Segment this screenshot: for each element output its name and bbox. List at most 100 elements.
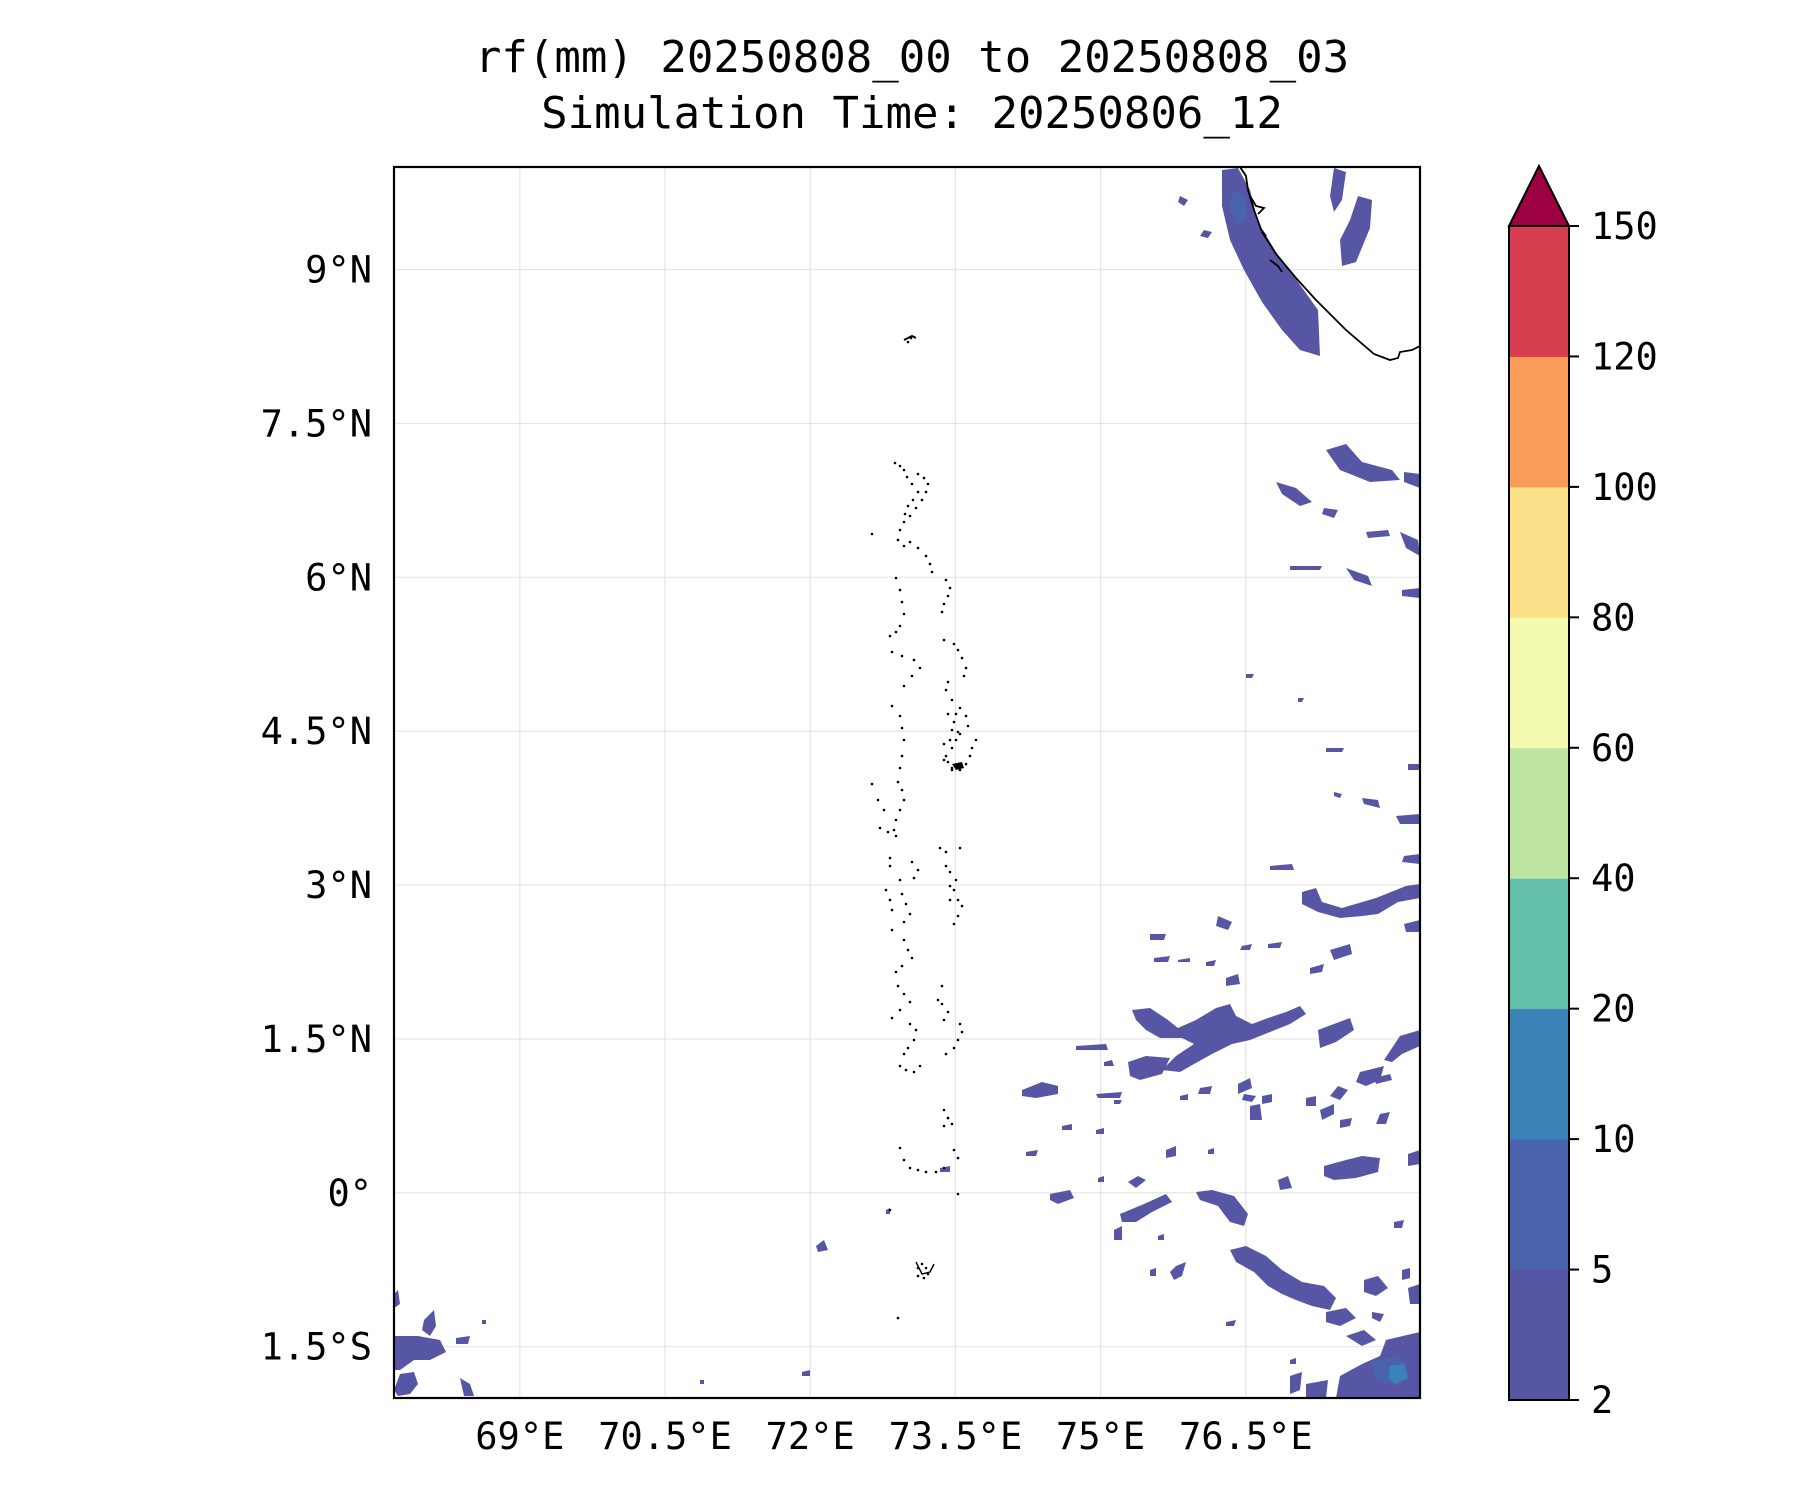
island-dot <box>914 1028 918 1032</box>
island-dot <box>960 1030 964 1034</box>
island-dot <box>942 602 946 606</box>
island-dot <box>946 712 950 716</box>
island-dot <box>894 818 898 822</box>
island-dot <box>902 738 906 742</box>
island-dot <box>890 704 894 708</box>
island-dot <box>898 1146 902 1150</box>
island-dot <box>888 634 892 638</box>
rain-patch <box>482 1320 486 1324</box>
island-dot <box>944 578 948 582</box>
island-dot <box>966 724 970 728</box>
rain-patch <box>1402 854 1420 864</box>
rain-patch <box>1340 196 1372 266</box>
rain-patch <box>1198 1086 1212 1094</box>
x-tick-label: 73.5°E <box>889 1415 1023 1458</box>
island-dot <box>904 902 908 906</box>
rain-patch <box>1376 1112 1390 1124</box>
rain-patch <box>1364 1276 1388 1296</box>
island-dot <box>918 666 922 670</box>
island-outline <box>915 1261 935 1275</box>
rain-patch <box>1022 1082 1058 1098</box>
rain-patch <box>1310 964 1324 974</box>
rain-patch <box>394 1372 418 1396</box>
rain-patch <box>1226 1320 1236 1326</box>
rain-patch <box>394 1290 400 1308</box>
island-dot <box>952 720 956 724</box>
rain-patch <box>1178 958 1190 962</box>
rain-patch <box>1330 944 1352 960</box>
island-dot <box>926 482 930 486</box>
island-dot <box>912 876 916 880</box>
island-dot <box>920 1262 924 1266</box>
island-dot <box>958 768 962 772</box>
rain-patch <box>816 1240 828 1252</box>
rain-patch <box>1408 1284 1420 1304</box>
island-dot <box>920 498 924 502</box>
rain-patch <box>1240 944 1252 950</box>
island-dot <box>956 730 960 734</box>
rain-patch <box>1402 588 1420 598</box>
island-dot <box>948 884 952 888</box>
island-dot <box>884 888 888 892</box>
rain-patch <box>1330 168 1346 212</box>
island-dot <box>902 992 906 996</box>
island-dot <box>960 656 964 660</box>
island-dot <box>922 1276 926 1280</box>
island-dot <box>890 650 894 654</box>
rain-patch <box>1230 190 1248 226</box>
rain-patch <box>1388 1364 1408 1384</box>
island-dot <box>906 504 910 508</box>
island-dot <box>946 680 950 684</box>
island-dot <box>946 594 950 598</box>
island-dot <box>902 1052 906 1056</box>
rain-patch <box>1290 1372 1302 1394</box>
rain-patch <box>1196 1190 1248 1226</box>
island-dot <box>898 464 902 468</box>
rain-patch <box>1340 1118 1352 1128</box>
colorbar-tick-label: 80 <box>1591 596 1636 639</box>
colorbar-tick-label: 60 <box>1591 727 1636 770</box>
island-dot <box>944 688 948 692</box>
island-dot <box>902 798 906 802</box>
island-dot <box>876 798 880 802</box>
rain-patch <box>802 1370 810 1376</box>
island-dot <box>944 864 948 868</box>
island-dot <box>940 984 944 988</box>
island-dot <box>894 970 898 974</box>
rain-patch <box>940 1166 950 1172</box>
island-dot <box>888 1208 892 1212</box>
island-dot <box>896 984 900 988</box>
island-dot <box>950 728 954 732</box>
island-dot <box>904 1068 908 1072</box>
rain-patch <box>1290 1358 1296 1364</box>
island-dot <box>890 908 894 912</box>
island-dot <box>870 782 874 786</box>
island-dot <box>898 528 902 532</box>
island-dot <box>940 610 944 614</box>
colorbar-segment <box>1509 1139 1569 1271</box>
rain-patch <box>1320 1104 1334 1120</box>
island-dot <box>948 898 952 902</box>
rain-patch <box>1346 1330 1376 1346</box>
rain-patch <box>1150 934 1166 940</box>
island-dot <box>900 600 904 604</box>
rain-patch <box>700 1380 704 1384</box>
island-dot <box>954 878 958 882</box>
colorbar-tick-label: 100 <box>1591 466 1658 509</box>
island-dot <box>902 612 906 616</box>
rain-patch <box>1372 1312 1384 1322</box>
rain-patch <box>1096 1092 1122 1098</box>
rain-patch <box>1226 974 1240 986</box>
island-dot <box>898 878 902 882</box>
y-tick-label: 0° <box>327 1172 372 1215</box>
island-dot <box>916 490 920 494</box>
maldives-islands <box>870 334 978 1320</box>
island-dot <box>942 1124 946 1128</box>
island-dot <box>944 754 948 758</box>
rain-patch <box>1120 1194 1172 1222</box>
rain-patch <box>1366 530 1390 538</box>
island-dot <box>896 538 900 542</box>
island-dot <box>906 340 910 344</box>
rain-patch <box>422 1310 436 1336</box>
rain-patch <box>1246 674 1254 678</box>
